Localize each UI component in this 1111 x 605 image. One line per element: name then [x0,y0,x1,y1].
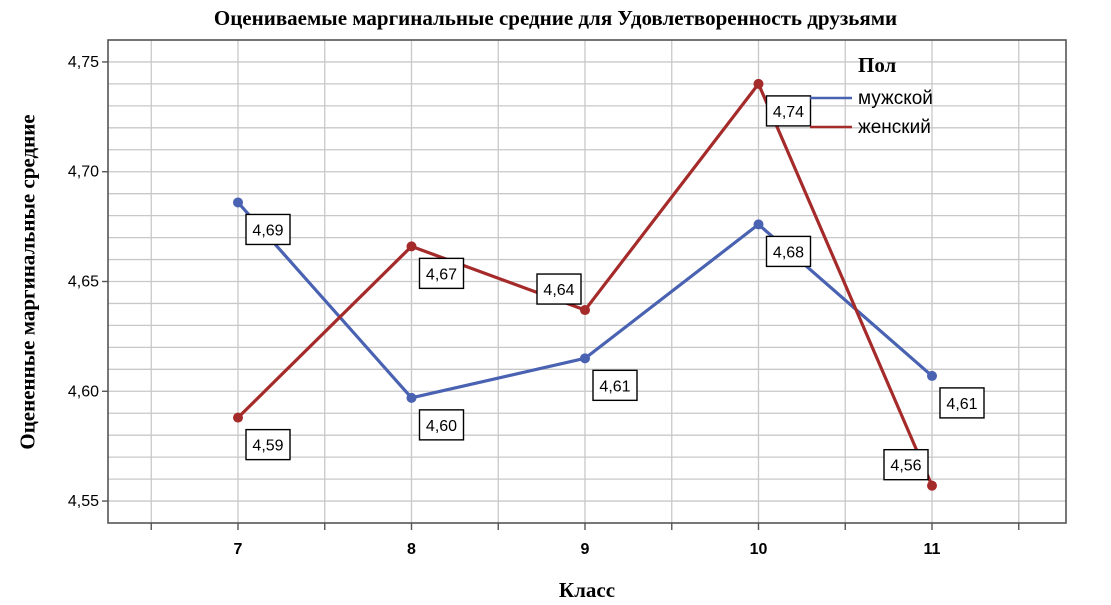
data-label-box [536,273,582,305]
axes: 4,55 4,60 4,65 4,70 4,75 7 8 9 10 11 [68,39,1067,558]
data-label-box [939,387,985,419]
data-label: 4,61 [599,378,630,395]
x-tick-label: 8 [407,541,416,558]
y-tick-label: 4,65 [68,274,99,291]
data-label-box [418,257,465,290]
x-axis-title: Класс [558,578,616,602]
data-label-box [418,409,465,441]
legend-label: мужской [858,88,933,109]
data-label: 4,60 [426,418,457,435]
data-point [753,78,764,89]
grid [108,39,1066,523]
data-label: 4,61 [946,396,977,413]
data-point [927,370,937,381]
data-point [753,219,764,230]
data-label: 4,67 [426,266,457,283]
data-label-box [245,428,291,461]
data-point [233,412,243,423]
data-point [233,197,243,208]
data-label-box [765,95,812,127]
y-tick-label: 4,55 [68,493,99,510]
data-label: 4,69 [252,222,283,239]
data-label: 4,74 [773,104,804,121]
data-label-box [765,235,812,268]
data-point [580,353,590,364]
series-layer [233,78,937,491]
data-label-box [883,448,929,481]
x-tick-label: 11 [924,541,941,558]
data-label: 4,64 [543,282,574,299]
x-tick-label: 9 [581,541,590,558]
data-point [406,241,417,252]
legend-label: женский [858,117,931,138]
x-tick-label: 7 [234,541,243,558]
x-tick-label: 10 [750,541,768,558]
data-label-layer: 4,69 4,60 4,61 4,68 4,61 4,59 4,67 4,64 4,74 4,56 [245,95,985,481]
data-point [406,392,417,403]
data-label: 4,56 [890,458,921,475]
data-label-box [245,213,291,246]
chart-title: Оцениваемые маргинальные средние для Удо… [213,6,898,30]
data-label: 4,68 [773,244,804,261]
data-label: 4,59 [252,438,283,455]
y-tick-label: 4,60 [68,383,99,400]
data-point [927,480,937,491]
data-label-box [592,369,638,402]
data-point [580,305,590,316]
y-tick-label: 4,70 [68,164,99,181]
legend-title: Пол [858,53,897,77]
y-tick-label: 4,75 [68,54,99,71]
legend: Пол мужской женский [810,53,933,138]
